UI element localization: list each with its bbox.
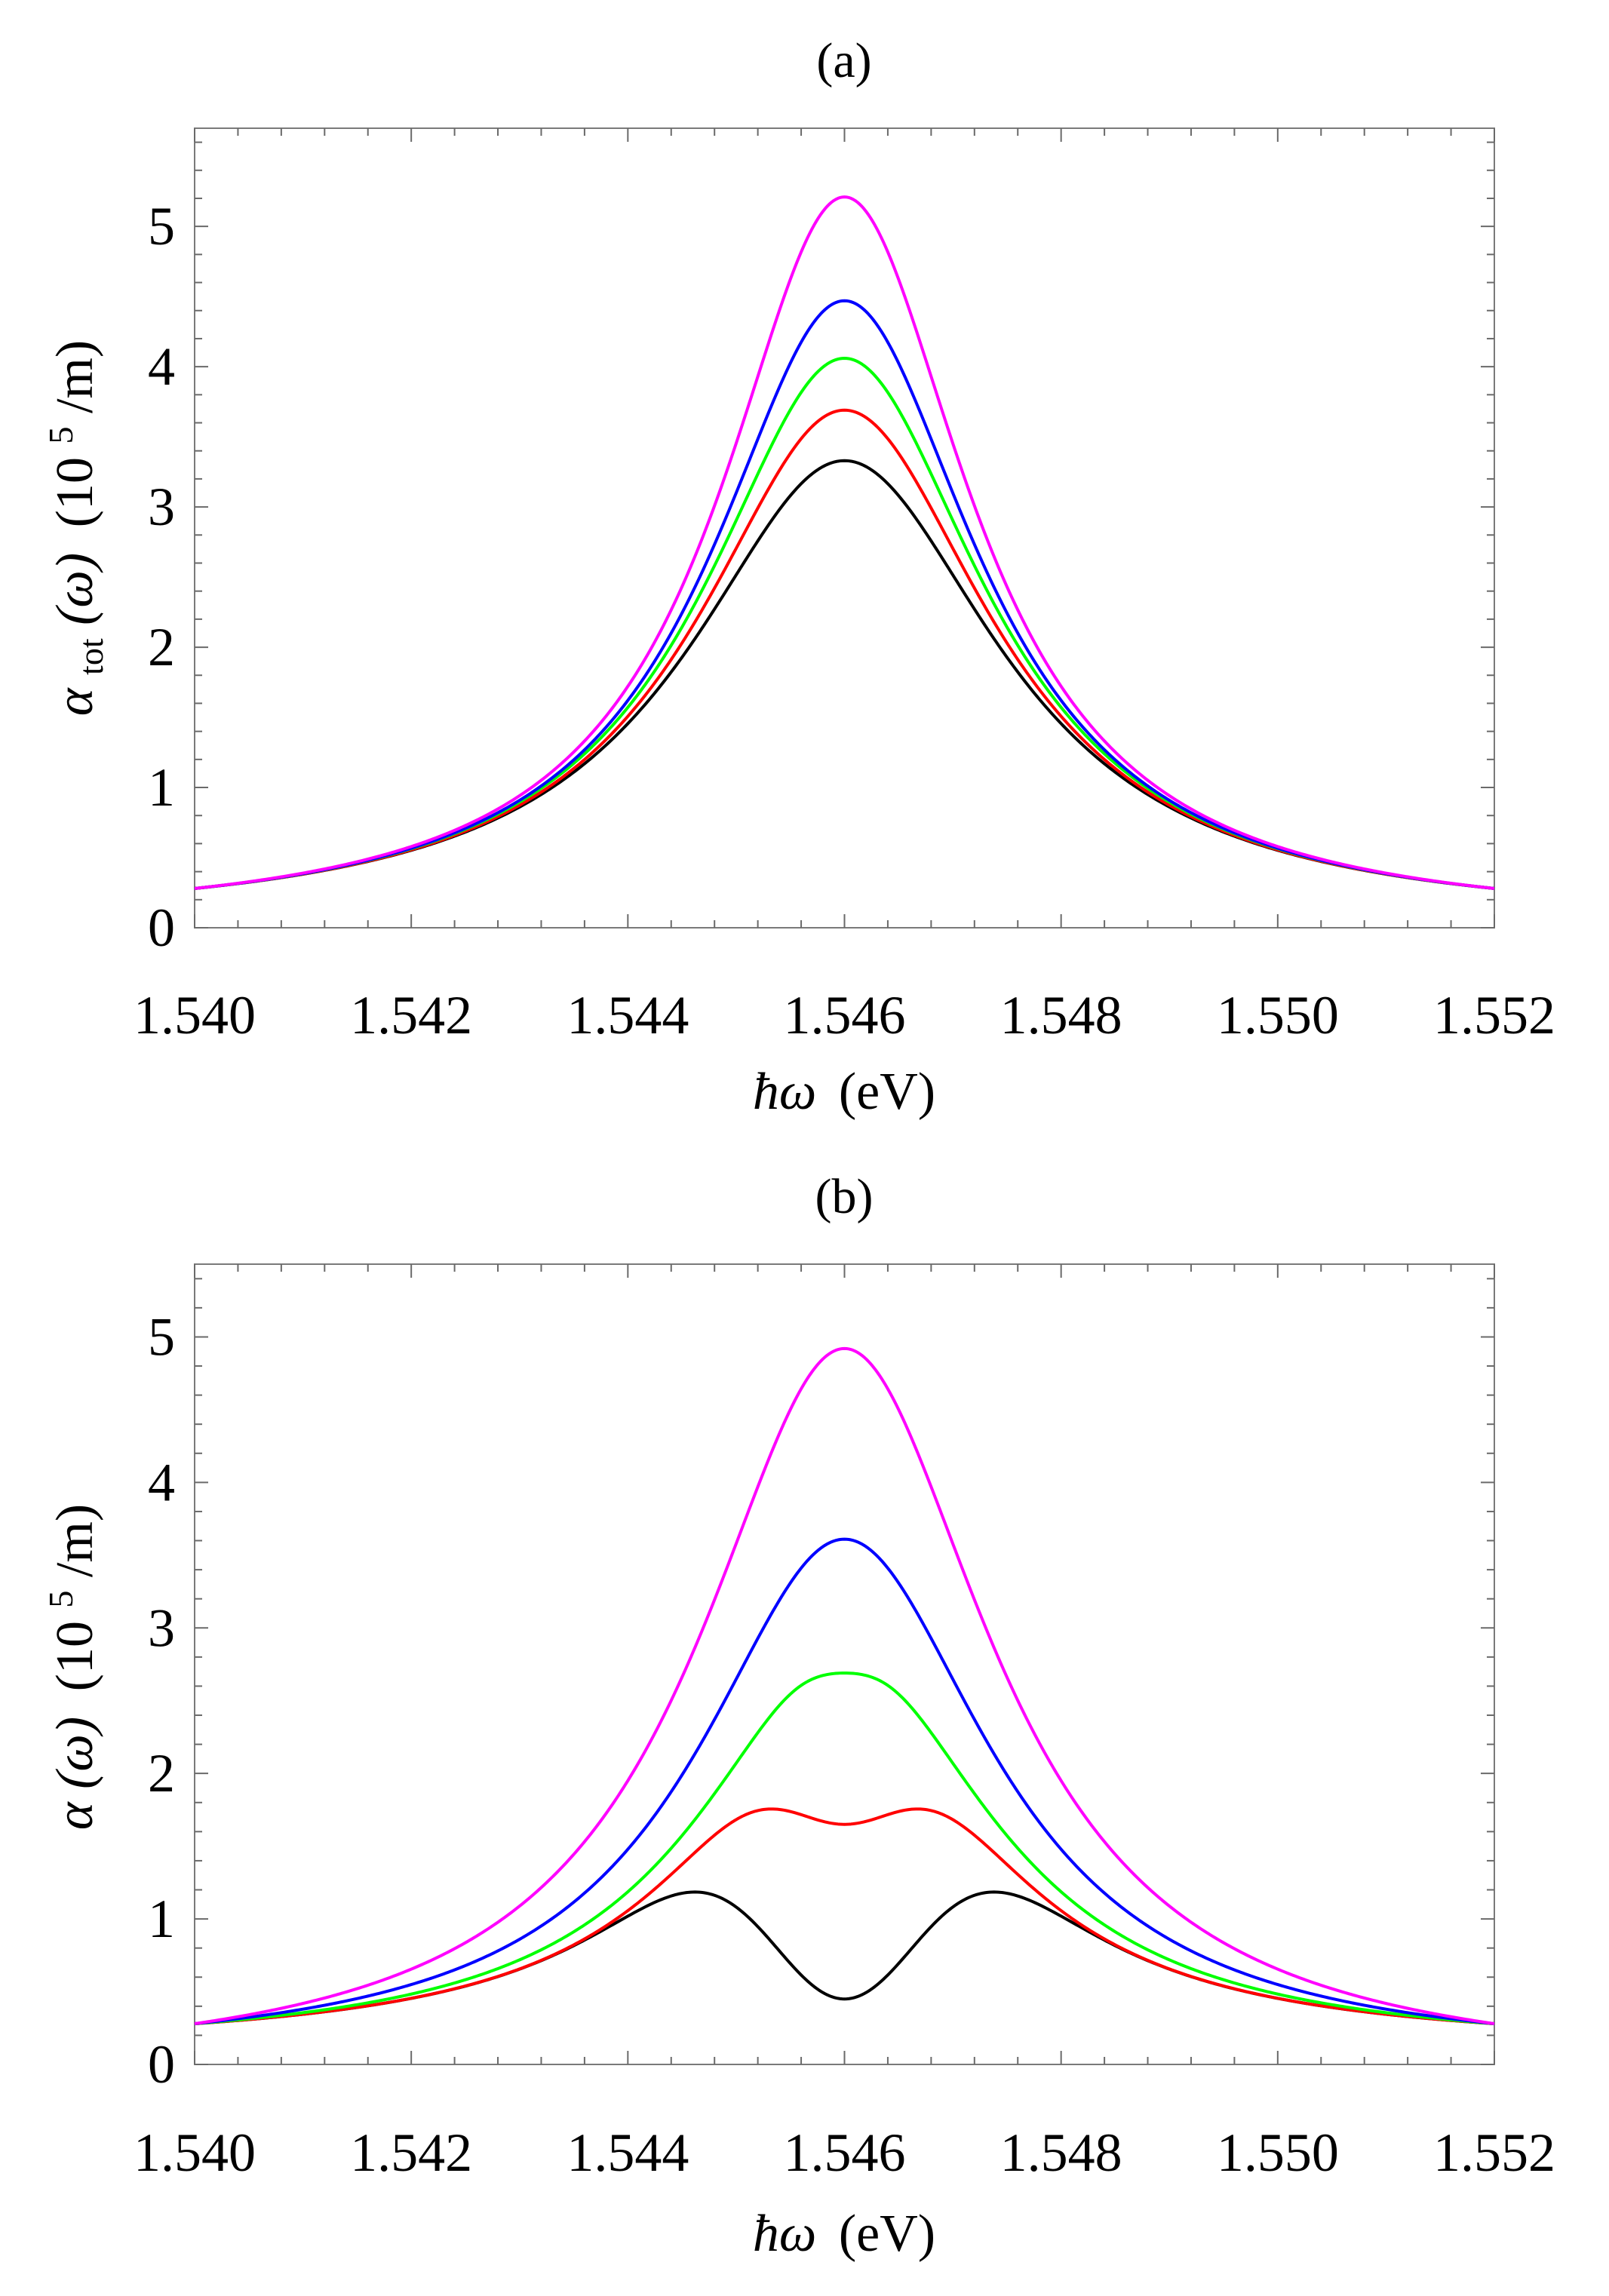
panel-b: (b) 0 1 2 3 4 5 1.540 1.542 1.544 1.546 1.548 1.55… <box>26 1169 1555 2263</box>
x-tick-label: 1.544 <box>567 985 689 1045</box>
panel-b-y-axis-unit-prefix: (10 <box>46 1621 104 1691</box>
panel-a-y-axis-argument: (ω) <box>46 553 104 625</box>
x-tick-label: 1.540 <box>134 2123 256 2183</box>
x-tick-label: 1.542 <box>350 2123 472 2183</box>
series-line-magenta <box>194 195 1495 890</box>
series-line-green <box>194 1671 1495 2025</box>
panel-b-x-axis-unit: (eV) <box>839 2205 935 2263</box>
y-tick-label: 0 <box>148 2034 175 2095</box>
y-tick-label: 4 <box>148 1452 175 1512</box>
series-line-red <box>194 1807 1495 2025</box>
panel-b-curves <box>194 1346 1495 2025</box>
series-line-green <box>194 356 1495 890</box>
x-tick-label: 1.542 <box>350 985 472 1045</box>
series-line-black <box>194 1890 1495 2025</box>
y-tick-label: 0 <box>148 898 175 958</box>
panel-b-y-axis-unit-suffix: /m) <box>46 1504 104 1577</box>
series-line-black <box>194 459 1495 890</box>
panel-a-curves <box>194 195 1495 890</box>
x-tick-label: 1.544 <box>567 2123 689 2183</box>
panel-b-y-axis-unit-exponent: 5 <box>41 1591 80 1608</box>
panel-a-x-tick-labels: 1.540 1.542 1.544 1.546 1.548 1.550 1.552 <box>134 985 1555 1045</box>
y-tick-label: 2 <box>148 1743 175 1803</box>
panel-b-y-axis-symbol: α <box>46 1801 104 1830</box>
x-tick-label: 1.552 <box>1433 2123 1555 2183</box>
x-tick-label: 1.540 <box>134 985 256 1045</box>
panel-a-y-tick-labels: 0 1 2 3 4 5 <box>148 196 175 958</box>
panel-b-x-tick-labels: 1.540 1.542 1.544 1.546 1.548 1.550 1.552 <box>134 2123 1555 2183</box>
panel-a-x-axis-unit: (eV) <box>839 1063 935 1121</box>
panel-b-y-tick-labels: 0 1 2 3 4 5 <box>148 1306 175 2095</box>
panel-a-x-axis-label: ħω (eV) <box>753 1063 935 1121</box>
panel-b-x-axis-label: ħω (eV) <box>753 2205 935 2263</box>
panel-a-y-axis-symbol: α <box>46 687 104 716</box>
y-tick-label: 1 <box>148 1889 175 1949</box>
y-tick-label: 3 <box>148 1598 175 1658</box>
y-tick-label: 5 <box>148 1306 175 1367</box>
panel-a-ticks <box>194 128 1495 929</box>
x-tick-label: 1.548 <box>1000 2123 1122 2183</box>
panel-b-x-axis-symbol: ħω <box>753 2205 816 2263</box>
panel-a-x-axis-symbol: ħω <box>753 1063 816 1121</box>
panel-a-y-axis-label: α tot (ω) (10 5 /m) <box>26 340 115 716</box>
panel-b-y-axis-argument: (ω) <box>46 1717 104 1789</box>
panel-b-y-axis-label: α (ω) (10 5 /m) <box>26 1504 104 1830</box>
x-tick-label: 1.546 <box>784 2123 906 2183</box>
panel-a-y-axis-unit-suffix: /m) <box>46 340 104 413</box>
panel-b-ticks <box>194 1264 1495 2065</box>
series-line-red <box>194 408 1495 890</box>
y-tick-label: 5 <box>148 196 175 256</box>
y-tick-label: 4 <box>148 336 175 397</box>
panel-a: (a) 0 1 2 3 4 5 1.540 1.542 1.544 1.546 1.548 1.55… <box>26 33 1555 1121</box>
panel-b-plot-frame <box>194 1263 1495 2065</box>
x-tick-label: 1.546 <box>784 985 906 1045</box>
x-tick-label: 1.550 <box>1217 2123 1339 2183</box>
x-tick-label: 1.548 <box>1000 985 1122 1045</box>
series-line-magenta <box>194 1346 1495 2025</box>
series-line-blue <box>194 299 1495 890</box>
panel-a-y-axis-unit-exponent: 5 <box>41 427 80 444</box>
x-tick-label: 1.552 <box>1433 985 1555 1045</box>
panel-a-plot-frame <box>194 127 1495 929</box>
x-tick-label: 1.550 <box>1217 985 1339 1045</box>
panel-a-y-axis-subscript: tot <box>72 638 110 675</box>
panel-a-title: (a) <box>816 33 871 88</box>
panel-b-title: (b) <box>815 1169 874 1224</box>
y-tick-label: 2 <box>148 617 175 677</box>
panel-a-y-axis-unit-prefix: (10 <box>46 457 104 527</box>
y-tick-label: 1 <box>148 757 175 818</box>
y-tick-label: 3 <box>148 477 175 537</box>
series-line-blue <box>194 1537 1495 2025</box>
